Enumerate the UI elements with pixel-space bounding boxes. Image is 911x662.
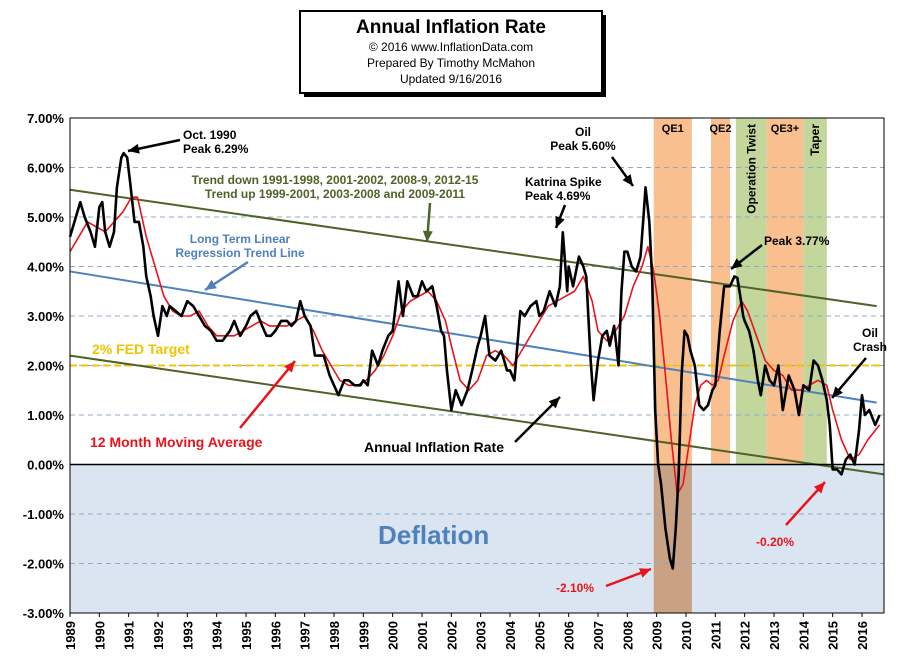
y-tick-label: 0.00% <box>27 458 64 473</box>
x-tick-label: 2011 <box>708 621 723 649</box>
x-tick-label: 1999 <box>356 621 371 650</box>
x-tick-label: 2002 <box>444 621 459 650</box>
title-box: Annual Inflation Rate © 2016 www.Inflati… <box>299 10 606 97</box>
x-tick-label: 2001 <box>415 621 430 650</box>
x-tick-label: 2010 <box>679 621 694 650</box>
y-tick-label: 7.00% <box>27 111 64 126</box>
annotation-oct-1990: Oct. 1990 <box>183 128 237 142</box>
arrow-long-term-trend-head <box>205 279 217 290</box>
x-tick-label: 2014 <box>796 620 811 650</box>
band-operation-twist <box>735 118 767 465</box>
arrow-min-020-head <box>813 482 825 494</box>
arrow-katrina-head <box>555 215 565 228</box>
band-taper <box>803 118 827 465</box>
annotation-deflation: Deflation <box>378 520 489 550</box>
band-label-qe2: QE2 <box>709 123 731 135</box>
annotation-katrina: Peak 4.69% <box>525 189 591 203</box>
annotation-trend-text: Trend down 1991-1998, 2001-2002, 2008-9,… <box>192 173 479 187</box>
x-tick-label: 2006 <box>562 621 577 650</box>
band-label-taper: Taper <box>808 124 822 156</box>
x-tick-label: 1994 <box>210 620 225 650</box>
upper-channel-line <box>69 188 877 308</box>
y-tick-label: 4.00% <box>27 260 64 275</box>
deflation-zone <box>69 464 885 614</box>
annotation-long-term-trend: Long Term Linear <box>190 232 291 246</box>
arrow-annual-inflation-head <box>548 397 560 409</box>
x-tick-label: 1989 <box>63 621 78 650</box>
x-tick-label: 1990 <box>92 621 107 650</box>
annotation-katrina: Katrina Spike <box>525 175 602 189</box>
y-tick-label: -2.00% <box>23 557 65 572</box>
arrow-oct-1990-head <box>128 143 140 154</box>
x-tick-label: 2016 <box>855 621 870 650</box>
x-tick-label: 2007 <box>591 621 606 650</box>
x-tick-label: 2003 <box>474 621 489 650</box>
y-tick-label: 1.00% <box>27 408 64 423</box>
band-qe1 <box>653 118 692 465</box>
x-tick-label: 1993 <box>180 621 195 650</box>
arrow-oil-peak-head <box>622 174 633 186</box>
title-box-frame <box>299 10 603 94</box>
y-tick-label: -3.00% <box>23 606 65 621</box>
arrow-peak-377-head <box>731 258 743 269</box>
x-tick-label: 1992 <box>151 621 166 650</box>
lower-channel-line <box>69 354 885 476</box>
band-label-operation-twist: Operation Twist <box>744 124 758 214</box>
chart-title: Annual Inflation Rate <box>356 17 546 38</box>
x-tick-label: 2004 <box>503 620 518 650</box>
annotation-oil-crash: Crash <box>853 340 887 354</box>
annotation-oct-1990: Peak 6.29% <box>183 142 249 156</box>
x-tick-label: 2013 <box>767 621 782 650</box>
series-layer <box>68 151 885 570</box>
plot-frame <box>69 117 885 614</box>
annotation-long-term-trend: Regression Trend Line <box>175 246 305 260</box>
x-tick-label: 1995 <box>239 621 254 650</box>
annotation-oil-peak: Oil <box>575 125 591 139</box>
band-label-qe1: QE1 <box>662 123 684 135</box>
annotation-peak-377: Peak 3.77% <box>764 234 830 248</box>
arrow-moving-average-shaft <box>239 360 296 429</box>
x-tick-label: 2012 <box>738 621 753 650</box>
band-qe1-deflation-part <box>653 464 692 613</box>
annotation-trend-text: Trend up 1999-2001, 2003-2008 and 2009-2… <box>205 187 465 201</box>
band-label-qe3-: QE3+ <box>771 123 799 135</box>
x-tick-label: 1997 <box>298 621 313 650</box>
axes-layer: 7.00% 6.00% 5.00% 4.00% 3.00% 2.00% 1.00% 0.00%… <box>23 111 885 650</box>
x-tick-label: 1991 <box>122 621 137 650</box>
annotation-oil-crash: Oil <box>862 326 878 340</box>
arrow-trend-head <box>422 230 433 242</box>
long-term-trend-line <box>69 270 877 404</box>
y-tick-label: 3.00% <box>27 309 64 324</box>
x-tick-label: 2000 <box>386 621 401 650</box>
y-tick-label: 5.00% <box>27 210 64 225</box>
chart-subtitle-copyright: © 2016 www.InflationData.com <box>369 40 533 54</box>
x-tick-label: 2008 <box>620 621 635 650</box>
annotation-min-020: -0.20% <box>756 535 794 549</box>
arrow-oil-crash-head <box>832 386 843 398</box>
chart-subtitle-author: Prepared By Timothy McMahon <box>367 56 535 70</box>
plot-background-layer <box>69 118 885 614</box>
x-tick-label: 2009 <box>650 621 665 650</box>
arrow-min-210-head <box>638 568 651 578</box>
annotation-moving-average: 12 Month Moving Average <box>90 434 263 450</box>
y-tick-label: -1.00% <box>23 507 65 522</box>
x-tick-label: 1996 <box>268 621 283 650</box>
chart-subtitle-updated: Updated 9/16/2016 <box>400 72 502 86</box>
inflation-line <box>68 151 881 570</box>
y-tick-label: 6.00% <box>27 161 64 176</box>
x-tick-label: 2005 <box>532 621 547 650</box>
x-tick-label: 2015 <box>826 621 841 650</box>
band-qe2 <box>710 118 730 465</box>
annotation-oil-peak: Peak 5.60% <box>550 139 616 153</box>
annotation-fed-target: 2% FED Target <box>92 341 190 357</box>
arrow-moving-average-head <box>284 361 295 373</box>
x-tick-label: 1998 <box>327 621 342 650</box>
y-tick-label: 2.00% <box>27 359 64 374</box>
annotation-min-210: -2.10% <box>556 581 594 595</box>
annotation-annual-inflation: Annual Inflation Rate <box>364 439 504 455</box>
